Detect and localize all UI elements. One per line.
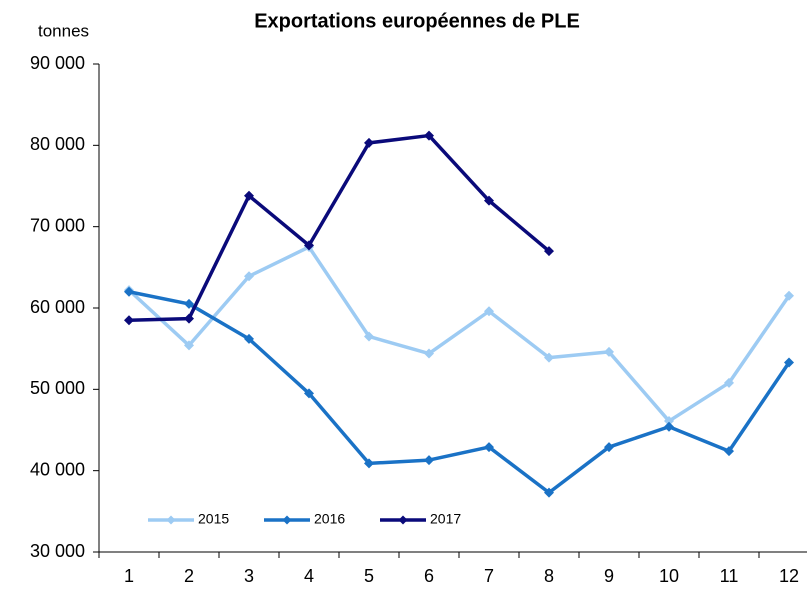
data-point [424,455,434,466]
y-tick-label: 40 000 [30,459,85,479]
data-point [244,190,254,201]
data-point [124,315,134,326]
data-point [184,298,194,309]
data-point [664,416,674,427]
data-point [544,352,554,363]
x-tick-label: 6 [424,566,434,586]
y-tick-label: 30 000 [30,541,85,561]
data-point [244,271,254,282]
legend-marker [282,515,292,525]
x-tick-label: 1 [124,566,134,586]
data-point [544,487,554,498]
data-point [724,446,734,457]
data-point [244,333,254,344]
legend-label: 2016 [314,511,345,527]
data-point [124,286,134,297]
data-point [364,137,374,148]
data-point [304,240,314,251]
data-point [364,458,374,469]
y-tick-label: 90 000 [30,53,85,73]
x-tick-label: 12 [779,566,799,586]
series-line [127,245,791,423]
x-tick-label: 3 [244,566,254,586]
data-point [304,388,314,399]
y-tick-label: 60 000 [30,297,85,317]
legend-marker [398,515,408,525]
x-tick-label: 11 [720,566,739,586]
chart-title: Exportations européennes de PLE [254,10,580,32]
y-tick-label: 50 000 [30,378,85,398]
x-tick-label: 8 [544,566,554,586]
data-point [484,195,494,206]
data-point [724,377,734,388]
legend-label: 2017 [430,511,461,527]
data-point [184,340,194,351]
x-tick-label: 5 [364,566,374,586]
series-line [128,133,551,322]
data-point [184,313,194,324]
y-tick-label: 80 000 [30,134,85,154]
data-point [544,246,554,257]
data-point [604,346,614,357]
data-point [364,331,374,342]
data-point [604,442,614,453]
data-point [784,290,794,301]
x-tick-label: 10 [659,566,679,586]
legend-marker [166,515,176,525]
data-point [484,306,494,317]
y-axis-label: tonnes [38,21,89,40]
x-tick-label: 4 [304,566,314,586]
x-tick-label: 2 [184,566,194,586]
series-line [128,290,791,495]
data-point [424,348,434,359]
legend-label: 2015 [198,511,229,527]
data-point [664,421,674,432]
data-point [484,442,494,453]
y-tick-label: 70 000 [30,215,85,235]
data-point [784,357,794,368]
x-tick-label: 9 [604,566,614,586]
data-point [424,130,434,141]
x-tick-label: 7 [484,566,494,586]
